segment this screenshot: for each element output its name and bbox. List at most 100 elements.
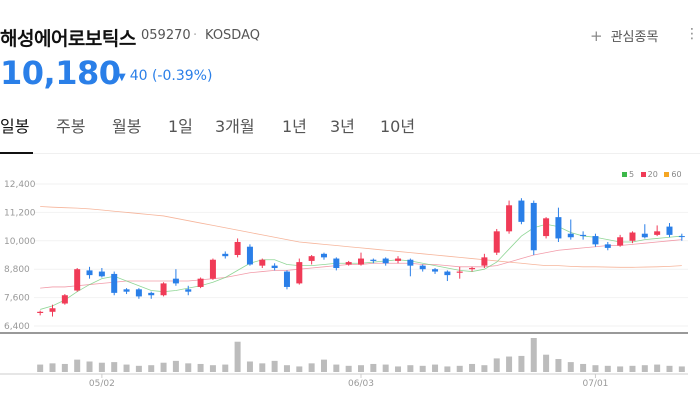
volume-bar bbox=[185, 363, 192, 372]
volume-bar bbox=[530, 338, 537, 372]
legend-ma20: 20 bbox=[640, 170, 658, 179]
volume-bar bbox=[567, 362, 574, 372]
down-triangle-icon: ▼ bbox=[118, 72, 126, 83]
volume-bar bbox=[407, 365, 414, 372]
volume-bar bbox=[419, 365, 426, 372]
volume-bar bbox=[197, 363, 204, 372]
volume-bar bbox=[493, 358, 500, 372]
volume-bar bbox=[382, 364, 389, 372]
volume-bar bbox=[86, 361, 93, 372]
candle-body bbox=[172, 278, 179, 284]
volume-bar bbox=[518, 355, 525, 372]
candle-body bbox=[234, 241, 241, 255]
volume-bar bbox=[666, 365, 673, 372]
volume-bar bbox=[37, 364, 44, 372]
candle-body bbox=[135, 289, 142, 297]
volume-bar bbox=[246, 361, 253, 372]
y-tick-label: 10,000 bbox=[4, 237, 36, 247]
volume-bar bbox=[345, 365, 352, 372]
x-tick-label: 05/02 bbox=[89, 379, 115, 389]
candle-body bbox=[604, 244, 611, 248]
tab-1-year[interactable]: 1년 bbox=[282, 117, 307, 136]
tab-monthly[interactable]: 월봉 bbox=[112, 117, 142, 136]
candle-body bbox=[654, 231, 661, 235]
volume-bar bbox=[74, 359, 81, 372]
candle-body bbox=[185, 289, 192, 292]
candle-body bbox=[629, 232, 636, 241]
candle-body bbox=[493, 231, 500, 253]
candle-body bbox=[432, 269, 439, 272]
candle-body bbox=[370, 259, 377, 261]
active-tab-indicator bbox=[0, 152, 33, 154]
add-watchlist-button[interactable]: + 관심종목 bbox=[590, 26, 658, 45]
volume-bar bbox=[135, 365, 142, 372]
candle-body bbox=[74, 269, 81, 291]
volume-bar bbox=[654, 364, 661, 372]
tab-3-years[interactable]: 3년 bbox=[330, 117, 355, 136]
watchlist-label: 관심종목 bbox=[610, 30, 659, 45]
stock-name: 해성에어로보틱스 bbox=[0, 28, 136, 50]
candle-body bbox=[580, 234, 587, 237]
volume-bar bbox=[148, 365, 155, 372]
candle-body bbox=[271, 265, 278, 269]
candle-body bbox=[37, 311, 44, 313]
candle-body bbox=[345, 262, 352, 265]
legend-ma5-swatch bbox=[622, 172, 627, 177]
ma60-line bbox=[40, 206, 682, 268]
candle-body bbox=[333, 258, 340, 269]
candle-body bbox=[543, 218, 550, 237]
plus-icon: + bbox=[590, 27, 603, 45]
volume-bar bbox=[234, 341, 241, 372]
candle-body bbox=[518, 200, 525, 222]
candle-body bbox=[530, 202, 537, 251]
candle-body bbox=[283, 271, 290, 287]
candle-body bbox=[61, 295, 68, 304]
volume-bar bbox=[432, 364, 439, 372]
chart-legend: 5 20 60 bbox=[622, 170, 686, 179]
volume-bar bbox=[49, 363, 56, 372]
volume-bar bbox=[123, 364, 130, 372]
candle-body bbox=[407, 259, 414, 266]
volume-bar bbox=[320, 359, 327, 372]
stock-header: 해성에어로보틱스 059270 · KOSDAQ + 관심종목 ⋮ bbox=[0, 22, 700, 50]
legend-ma60: 60 bbox=[664, 170, 682, 179]
candle-body bbox=[444, 271, 451, 276]
volume-bar bbox=[98, 362, 105, 372]
volume-bar bbox=[209, 365, 216, 372]
candle-body bbox=[49, 308, 56, 312]
price-change: ▼ 40 (-0.39%) bbox=[118, 68, 212, 84]
volume-bar bbox=[580, 363, 587, 372]
candle-body bbox=[456, 271, 463, 273]
volume-bar bbox=[678, 366, 685, 372]
legend-ma5: 5 bbox=[622, 170, 634, 179]
candle-body bbox=[419, 265, 426, 270]
volume-bar bbox=[61, 363, 68, 372]
more-icon[interactable]: ⋮ bbox=[685, 26, 699, 42]
candle-body bbox=[246, 246, 253, 265]
legend-ma20-swatch bbox=[640, 172, 646, 177]
candle-body bbox=[308, 256, 315, 261]
y-tick-label: 12,400 bbox=[4, 180, 36, 190]
candle-body bbox=[86, 270, 93, 276]
volume-bar bbox=[617, 366, 624, 372]
tab-3-months[interactable]: 3개월 bbox=[215, 117, 255, 136]
volume-bar bbox=[160, 362, 167, 372]
candle-body bbox=[666, 226, 673, 235]
volume-bar bbox=[308, 363, 315, 372]
tab-1-day[interactable]: 1일 bbox=[168, 117, 193, 136]
tab-daily[interactable]: 일봉 bbox=[0, 117, 30, 136]
candle-body bbox=[222, 253, 229, 257]
legend-ma20-label: 20 bbox=[647, 170, 658, 179]
tab-weekly[interactable]: 주봉 bbox=[56, 117, 86, 136]
volume-bar bbox=[481, 365, 488, 372]
market-name: KOSDAQ bbox=[205, 28, 260, 43]
volume-bar bbox=[222, 364, 229, 372]
volume-bar bbox=[283, 365, 290, 372]
candle-body bbox=[197, 278, 204, 287]
candle-body bbox=[395, 258, 402, 261]
volume-bar bbox=[506, 356, 513, 372]
tab-10-years[interactable]: 10년 bbox=[380, 117, 416, 136]
legend-ma5-label: 5 bbox=[629, 170, 635, 179]
candle-body bbox=[259, 259, 266, 266]
